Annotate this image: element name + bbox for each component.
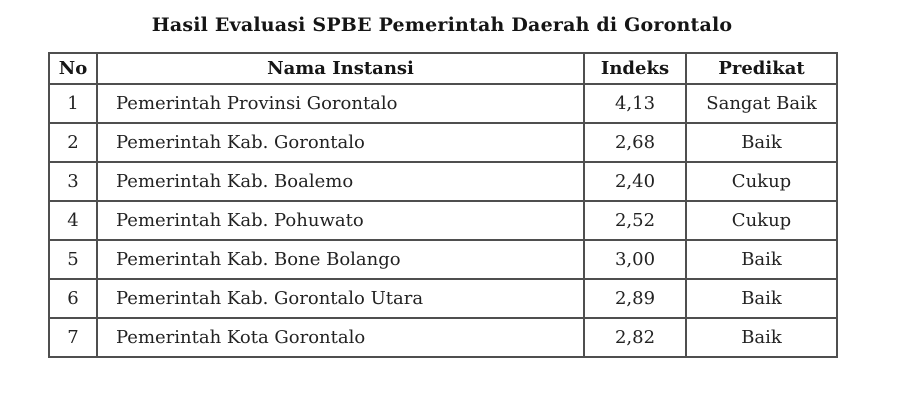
cell-instansi: Pemerintah Provinsi Gorontalo — [96, 83, 585, 124]
table-row: 6 Pemerintah Kab. Gorontalo Utara 2,89 Baik — [48, 278, 838, 319]
column-header-indeks: Indeks — [583, 52, 687, 85]
cell-instansi: Pemerintah Kab. Pohuwato — [96, 200, 585, 241]
cell-indeks: 2,40 — [583, 161, 687, 202]
cell-predikat: Baik — [685, 278, 838, 319]
cell-no: 5 — [48, 239, 98, 280]
cell-no: 2 — [48, 122, 98, 163]
cell-instansi: Pemerintah Kab. Gorontalo — [96, 122, 585, 163]
cell-predikat: Sangat Baik — [685, 83, 838, 124]
cell-no: 7 — [48, 317, 98, 358]
document-page: Hasil Evaluasi SPBE Pemerintah Daerah di… — [48, 10, 838, 358]
cell-indeks: 2,82 — [583, 317, 687, 358]
table-header-row: No Nama Instansi Indeks Predikat — [48, 52, 838, 85]
table-row: 2 Pemerintah Kab. Gorontalo 2,68 Baik — [48, 122, 838, 163]
column-header-predikat: Predikat — [685, 52, 838, 85]
cell-instansi: Pemerintah Kab. Bone Bolango — [96, 239, 585, 280]
cell-no: 4 — [48, 200, 98, 241]
cell-no: 1 — [48, 83, 98, 124]
cell-predikat: Baik — [685, 239, 838, 280]
cell-no: 3 — [48, 161, 98, 202]
cell-indeks: 4,13 — [583, 83, 687, 124]
cell-instansi: Pemerintah Kota Gorontalo — [96, 317, 585, 358]
cell-predikat: Baik — [685, 317, 838, 358]
column-header-no: No — [48, 52, 98, 85]
table-row: 3 Pemerintah Kab. Boalemo 2,40 Cukup — [48, 161, 838, 202]
table-row: 7 Pemerintah Kota Gorontalo 2,82 Baik — [48, 317, 838, 358]
cell-predikat: Cukup — [685, 200, 838, 241]
cell-predikat: Baik — [685, 122, 838, 163]
cell-indeks: 2,52 — [583, 200, 687, 241]
spbe-evaluation-table: No Nama Instansi Indeks Predikat 1 Pemeri… — [48, 52, 838, 358]
cell-no: 6 — [48, 278, 98, 319]
table-row: 4 Pemerintah Kab. Pohuwato 2,52 Cukup — [48, 200, 838, 241]
cell-indeks: 3,00 — [583, 239, 687, 280]
page-title: Hasil Evaluasi SPBE Pemerintah Daerah di… — [151, 14, 733, 36]
table-body: 1 Pemerintah Provinsi Gorontalo 4,13 Sangat… — [48, 83, 838, 358]
cell-indeks: 2,89 — [583, 278, 687, 319]
cell-instansi: Pemerintah Kab. Boalemo — [96, 161, 585, 202]
table-row: 5 Pemerintah Kab. Bone Bolango 3,00 Baik — [48, 239, 838, 280]
cell-predikat: Cukup — [685, 161, 838, 202]
column-header-instansi: Nama Instansi — [96, 52, 585, 85]
cell-instansi: Pemerintah Kab. Gorontalo Utara — [96, 278, 585, 319]
table-header: No Nama Instansi Indeks Predikat — [48, 52, 838, 85]
cell-indeks: 2,68 — [583, 122, 687, 163]
table-row: 1 Pemerintah Provinsi Gorontalo 4,13 Sangat… — [48, 83, 838, 124]
